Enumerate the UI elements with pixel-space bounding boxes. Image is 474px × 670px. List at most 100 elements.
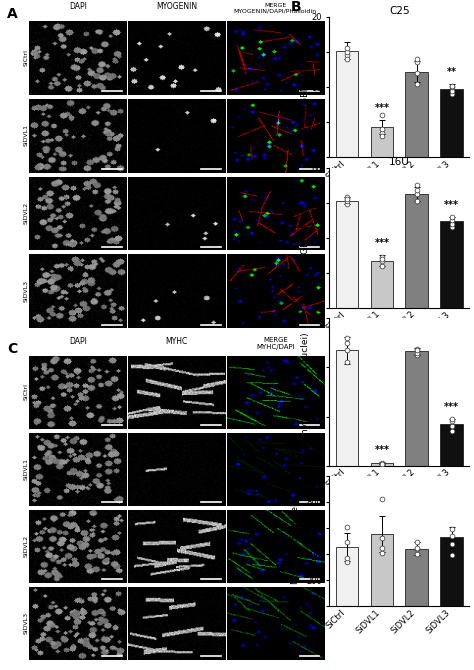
Text: DAPI: DAPI [69,337,87,346]
Title: 16U: 16U [389,157,410,167]
Point [343,196,351,206]
Point [378,458,386,469]
Point [448,218,456,229]
Point [413,188,420,199]
Text: ***: *** [374,103,389,113]
Text: SiDVL3: SiDVL3 [23,612,28,634]
Bar [371,463,393,466]
Bar [405,351,428,466]
Point [378,542,386,553]
Bar [405,194,428,308]
Text: MYHC: MYHC [165,337,188,346]
Bar [440,424,463,466]
Bar [371,534,393,606]
Point [343,50,351,61]
Point [448,426,456,437]
Point [343,338,351,348]
Bar [336,50,358,157]
Text: B: B [290,0,301,14]
Text: SiDVL2: SiDVL2 [23,535,28,557]
Bar [405,549,428,606]
Point [448,222,456,232]
Point [413,68,420,78]
Point [413,54,420,64]
Point [378,459,386,470]
Point [378,494,386,505]
Text: ***: *** [374,239,389,249]
Point [413,180,420,190]
Text: ***: *** [444,200,459,210]
Point [343,332,351,343]
Bar [336,350,358,466]
Text: **: ** [447,67,457,77]
Point [413,347,420,358]
Text: A: A [7,7,18,21]
Point [413,78,420,89]
Point [378,124,386,135]
Point [343,553,351,563]
Point [413,542,420,553]
Point [413,57,420,68]
Point [448,531,456,541]
Point [448,212,456,222]
Point [448,88,456,99]
Text: SiCtrl: SiCtrl [23,383,28,401]
Point [448,550,456,561]
Point [343,537,351,547]
Point [413,350,420,360]
Text: SiDVL1: SiDVL1 [23,458,28,480]
Text: E: E [290,452,300,466]
Y-axis label: % MYOGENIN⁺ nuclei: % MYOGENIN⁺ nuclei [301,40,310,135]
Bar [405,72,428,157]
Bar [336,547,358,606]
Point [378,458,386,468]
Text: C: C [7,342,18,356]
Point [343,557,351,567]
Point [413,344,420,354]
Point [413,537,420,547]
Point [378,255,386,266]
Point [378,253,386,264]
Point [378,459,386,470]
Y-axis label: Fusion index
(% myonuclei/total nuclei): Fusion index (% myonuclei/total nuclei) [291,332,310,452]
Bar [371,261,393,308]
Point [413,196,420,206]
Text: SiDVL2: SiDVL2 [23,202,28,224]
Point [343,46,351,57]
Point [448,82,456,92]
Text: MERGE
MYOGENIN/DAPI/Phalloidin: MERGE MYOGENIN/DAPI/Phalloidin [234,3,317,14]
Point [343,357,351,368]
Point [378,261,386,271]
Y-axis label: Nuclei / visual field: Nuclei / visual field [291,498,300,584]
Title: C25: C25 [389,6,410,16]
Point [413,185,420,196]
Text: MYOGENIN: MYOGENIN [156,2,197,11]
Text: SiDVL1: SiDVL1 [23,124,28,146]
Point [343,192,351,203]
Point [448,416,456,427]
Point [378,127,386,138]
Point [378,533,386,544]
Text: ***: *** [374,445,389,455]
Point [343,54,351,64]
Bar [440,537,463,606]
Point [448,85,456,96]
Point [448,215,456,226]
Point [378,131,386,142]
Point [378,252,386,263]
Point [448,421,456,431]
Text: SiCtrl: SiCtrl [23,49,28,66]
Point [343,194,351,204]
Point [413,543,420,554]
Point [413,345,420,356]
Text: D: D [290,301,302,314]
Bar [371,127,393,157]
Point [343,199,351,210]
Point [413,549,420,559]
Point [343,345,351,356]
Point [343,43,351,54]
Point [448,413,456,424]
Point [448,538,456,549]
Text: MERGE
MYHC/DAPI: MERGE MYHC/DAPI [256,337,295,350]
Point [343,521,351,532]
